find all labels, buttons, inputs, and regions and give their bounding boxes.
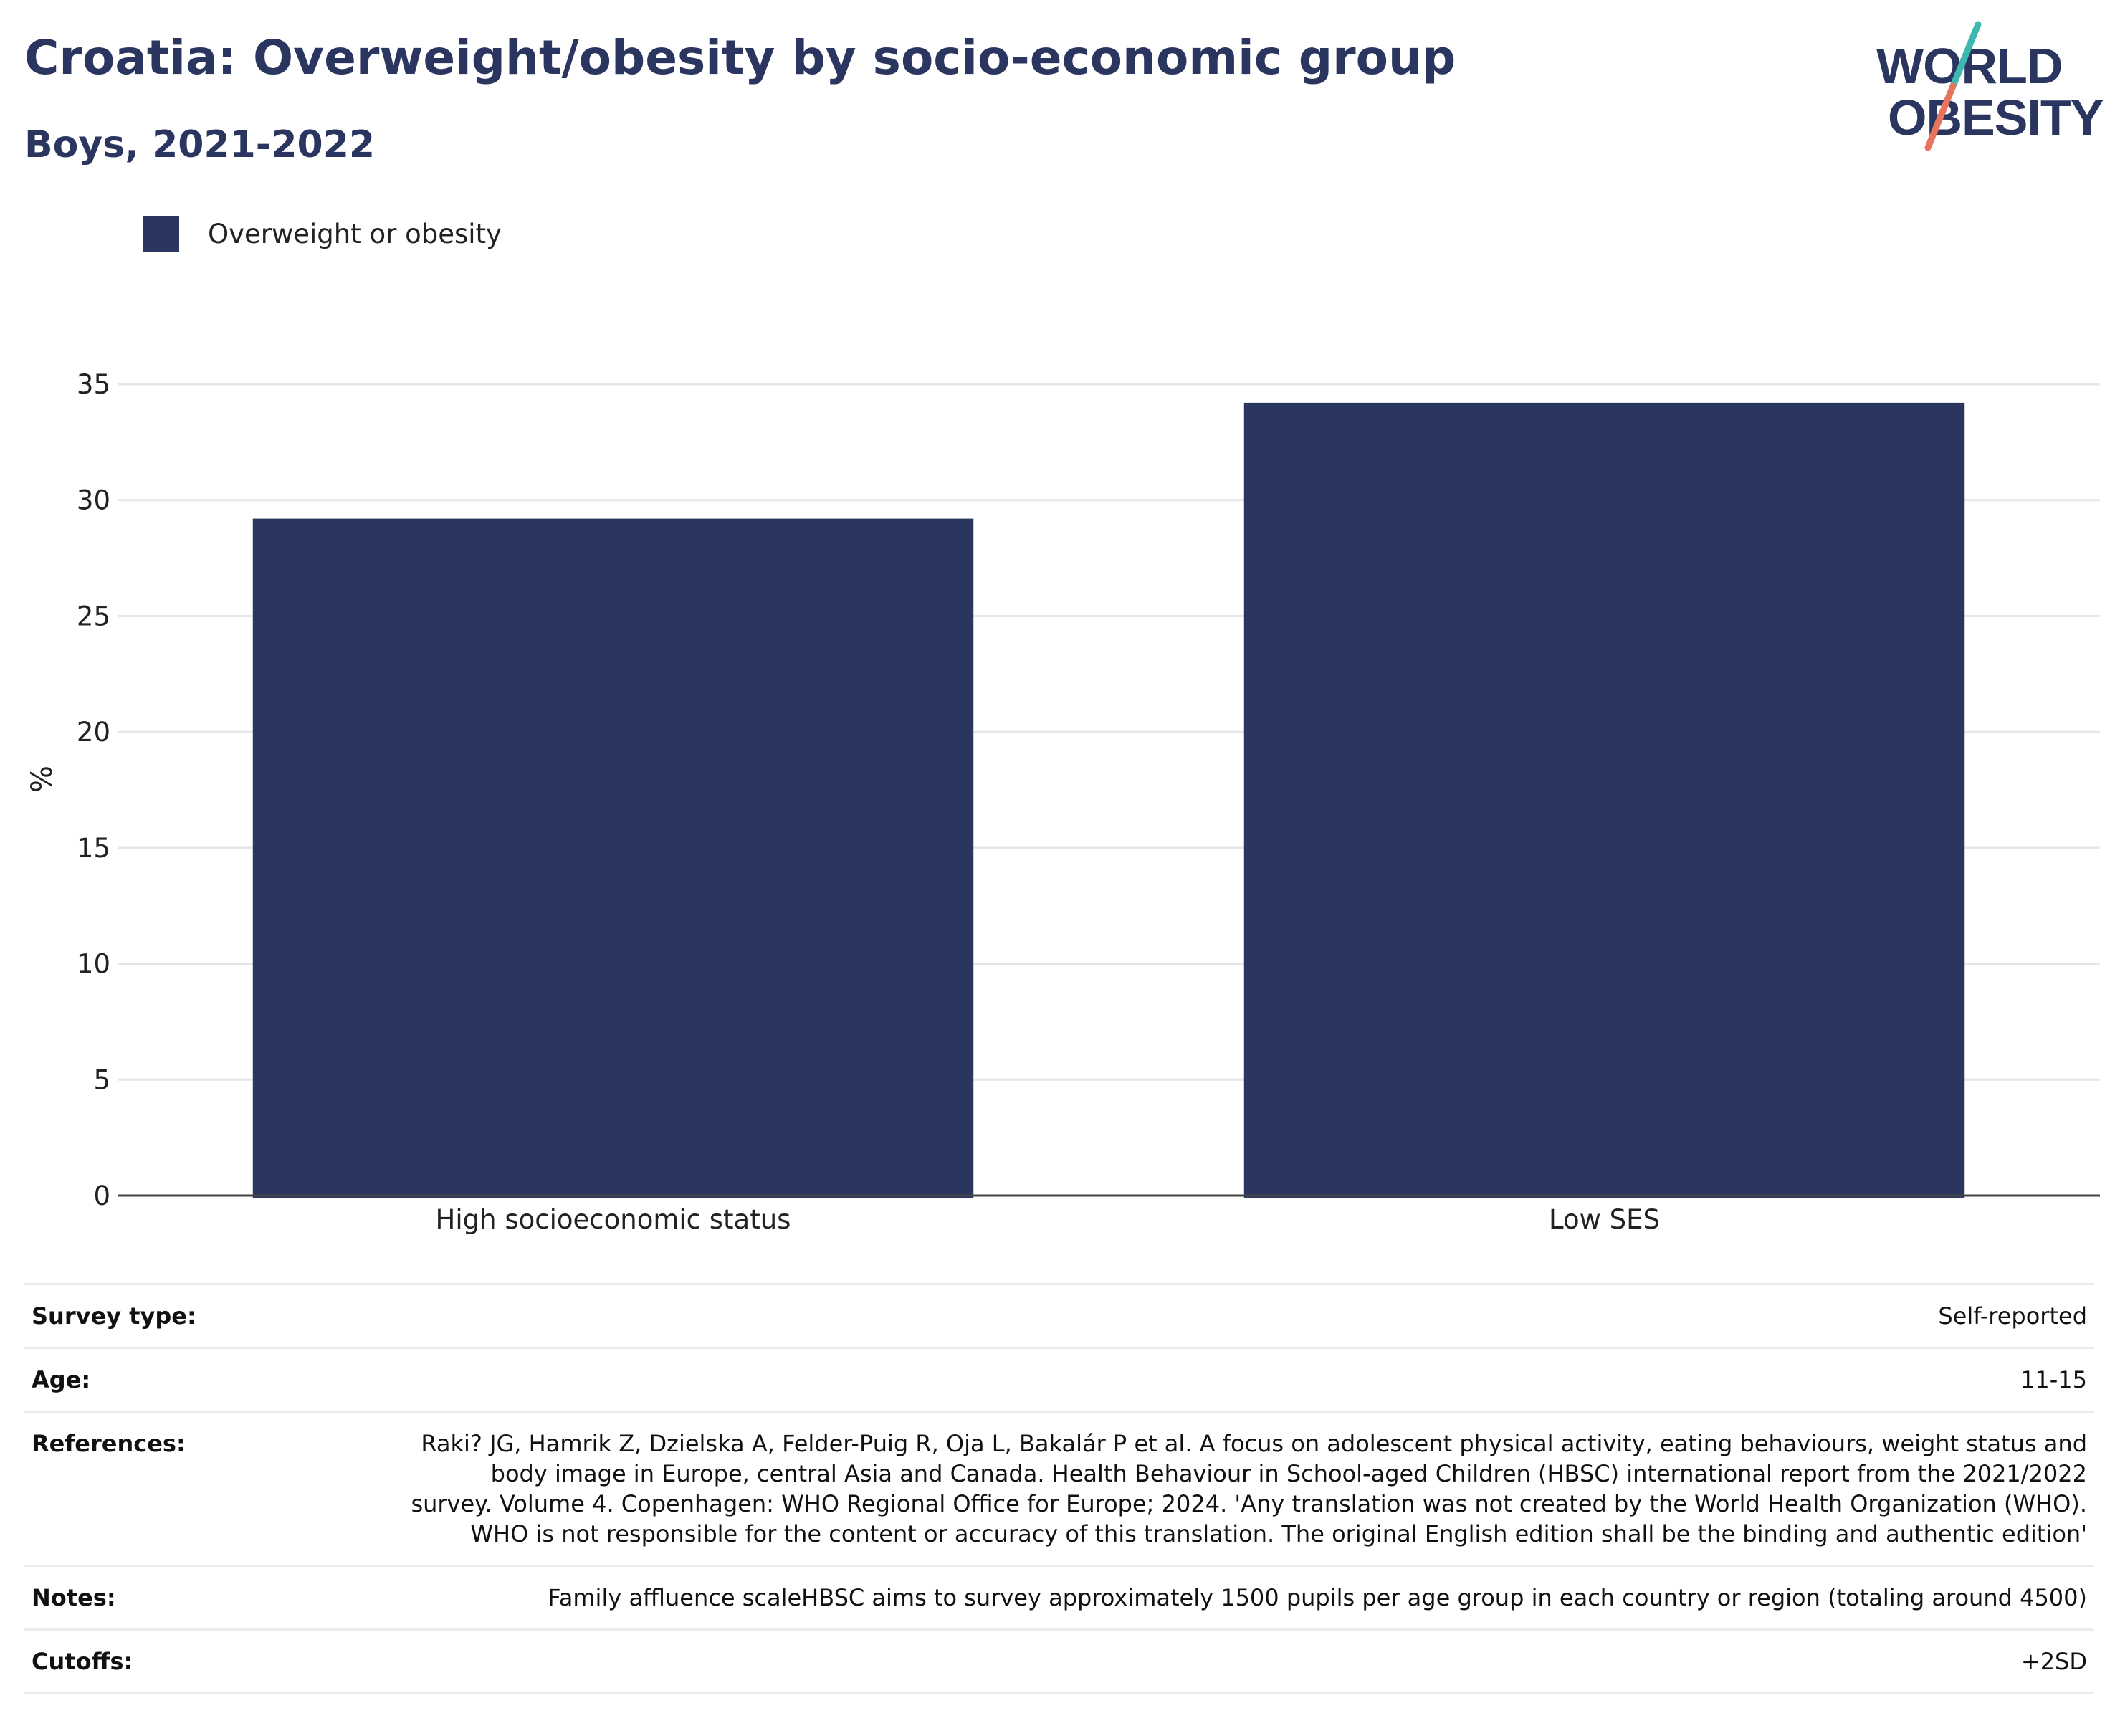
info-key: Survey type: [24, 1283, 397, 1348]
world-obesity-logo: WORLD OBESITY [1876, 21, 2104, 151]
logo-slash-bottom [1924, 82, 1957, 151]
bar[interactable] [252, 518, 974, 1198]
legend-label: Overweight or obesity [208, 218, 502, 249]
info-row: Age: 11-15 [24, 1347, 2094, 1412]
y-tick-label: 0 [93, 1181, 110, 1211]
info-row: References: Raki? JG, Hamrik Z, Dzielska … [24, 1411, 2094, 1566]
info-value: Family affluence scaleHBSC aims to surve… [397, 1565, 2094, 1630]
chart-title: Croatia: Overweight/obesity by socio-eco… [24, 30, 1456, 85]
y-tick-label: 10 [77, 949, 110, 980]
bar-chart: 0 5 10 15 20 25 30 35 High socioeconomic status… [26, 369, 2100, 1235]
info-key: Age: [24, 1347, 397, 1412]
y-tick-label: 25 [77, 601, 110, 631]
info-key: References: [24, 1411, 397, 1566]
y-tick-labels: 0 5 10 15 20 25 30 35 [77, 369, 110, 1211]
x-tick-label: Low SES [1549, 1204, 1660, 1235]
y-tick-label: 5 [93, 1064, 110, 1095]
info-row: Cutoffs: +2SD [24, 1628, 2094, 1694]
chart-subtitle: Boys, 2021-2022 [24, 123, 376, 166]
y-tick-label: 20 [77, 717, 110, 748]
info-table: Survey type: Self-reported Age: 11-15 Refere… [24, 1283, 2094, 1694]
logo-slash-top [1949, 21, 1982, 90]
info-value: 11-15 [397, 1347, 2094, 1412]
info-row: Survey type: Self-reported [24, 1283, 2094, 1348]
x-tick-labels: High socioeconomic status Low SES [118, 1194, 2100, 1235]
info-value: +2SD [397, 1628, 2094, 1694]
y-axis-label: % [26, 766, 59, 793]
info-key: Cutoffs: [24, 1628, 397, 1694]
y-tick-label: 30 [77, 485, 110, 516]
legend-swatch [143, 216, 179, 252]
bars [252, 402, 1965, 1198]
info-key: Notes: [24, 1565, 397, 1630]
y-tick-label: 35 [77, 369, 110, 400]
logo-line-2: OBESITY [1888, 90, 2104, 146]
info-value: Self-reported [397, 1283, 2094, 1348]
x-tick-label: High socioeconomic status [436, 1204, 791, 1235]
y-tick-label: 15 [77, 833, 110, 864]
bar[interactable] [1243, 402, 1965, 1198]
info-row: Notes: Family affluence scaleHBSC aims to… [24, 1565, 2094, 1630]
info-value: Raki? JG, Hamrik Z, Dzielska A, Felder-P… [397, 1411, 2094, 1566]
chart-legend[interactable]: Overweight or obesity [143, 212, 502, 255]
